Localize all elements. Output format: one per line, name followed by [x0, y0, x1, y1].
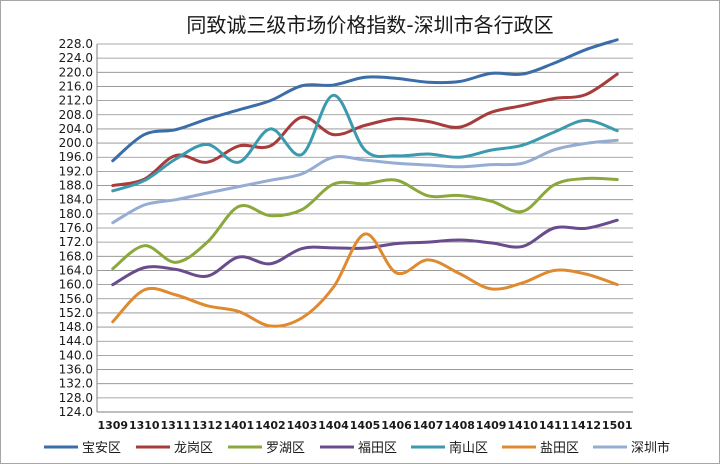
y-tick-label: 168.0	[59, 249, 93, 263]
y-tick-label: 140.0	[59, 348, 93, 362]
legend-item[interactable]: 深圳市	[593, 440, 670, 456]
series-line-7	[111, 138, 619, 225]
y-tick-label: 124.0	[59, 405, 93, 419]
y-tick-label: 132.0	[59, 377, 93, 391]
x-tick-label: 1311	[161, 419, 192, 432]
series-line-5	[111, 93, 619, 193]
series-line-4	[111, 218, 619, 287]
y-tick-label: 136.0	[59, 363, 93, 377]
axes	[96, 44, 633, 413]
legend-label: 龙岗区	[174, 441, 213, 456]
y-tick-label: 212.0	[59, 94, 93, 108]
series-lines	[111, 38, 619, 328]
x-tick-label: 1310	[129, 419, 160, 432]
x-tick-label: 1402	[255, 419, 286, 432]
legend-item[interactable]: 罗湖区	[228, 441, 305, 456]
x-tick-label: 1501	[602, 419, 633, 432]
series-line-2	[111, 72, 619, 188]
y-tick-label: 160.0	[59, 278, 93, 292]
y-axis-ticks: 124.0128.0132.0136.0140.0144.0148.0152.0…	[59, 37, 93, 419]
legend[interactable]: 宝安区 龙岗区 罗湖区 福田区 南山区 盐田区 深圳市	[44, 440, 670, 456]
y-tick-label: 188.0	[59, 179, 93, 193]
y-tick-label: 172.0	[59, 235, 93, 249]
chart-title: 同致诚三级市场价格指数-深圳市各行政区	[186, 13, 553, 37]
x-tick-label: 1410	[507, 419, 538, 432]
x-tick-label: 1407	[413, 419, 444, 432]
x-tick-label: 1401	[224, 419, 255, 432]
x-tick-label: 1412	[570, 419, 601, 432]
legend-label: 盐田区	[540, 441, 579, 456]
series-line-3	[111, 176, 619, 271]
x-tick-label: 1408	[444, 419, 475, 432]
y-tick-label: 196.0	[59, 150, 93, 164]
y-tick-label: 164.0	[59, 263, 93, 277]
x-tick-label: 1406	[381, 419, 412, 432]
x-tick-label: 1309	[97, 419, 128, 432]
legend-label: 南山区	[449, 440, 488, 456]
y-tick-label: 148.0	[59, 320, 93, 334]
y-tick-label: 152.0	[59, 306, 93, 320]
y-tick-label: 216.0	[59, 79, 93, 93]
y-tick-label: 156.0	[59, 292, 93, 306]
y-tick-label: 200.0	[59, 136, 93, 150]
x-tick-label: 1411	[539, 419, 570, 432]
y-tick-label: 224.0	[59, 51, 93, 65]
y-tick-label: 220.0	[59, 65, 93, 79]
gridlines	[97, 43, 633, 399]
y-tick-label: 128.0	[59, 391, 93, 405]
y-tick-label: 144.0	[59, 334, 93, 348]
y-tick-label: 176.0	[59, 221, 93, 235]
y-tick-label: 184.0	[59, 193, 93, 207]
legend-item[interactable]: 南山区	[411, 440, 488, 456]
x-tick-label: 1403	[287, 419, 318, 432]
y-tick-label: 180.0	[59, 207, 93, 221]
legend-label: 宝安区	[82, 441, 121, 456]
series-line-1	[111, 38, 619, 163]
y-tick-label: 208.0	[59, 108, 93, 122]
y-tick-label: 204.0	[59, 122, 93, 136]
y-tick-label: 228.0	[59, 37, 93, 51]
legend-item[interactable]: 宝安区	[44, 441, 121, 456]
y-tick-label: 192.0	[59, 164, 93, 178]
legend-label: 深圳市	[631, 440, 670, 456]
x-tick-label: 1312	[192, 419, 223, 432]
legend-label: 福田区	[358, 441, 397, 456]
legend-item[interactable]: 盐田区	[502, 441, 579, 456]
x-tick-label: 1409	[476, 419, 507, 432]
x-tick-label: 1405	[350, 419, 381, 432]
legend-item[interactable]: 福田区	[320, 441, 397, 456]
legend-label: 罗湖区	[266, 441, 305, 456]
x-tick-label: 1404	[318, 419, 349, 432]
series-line-6	[111, 232, 619, 328]
x-axis-ticks: 1309 1310 1311 1312 1401 1402 1403 1404 1405 1406…	[97, 419, 632, 432]
legend-item[interactable]: 龙岗区	[136, 441, 213, 456]
